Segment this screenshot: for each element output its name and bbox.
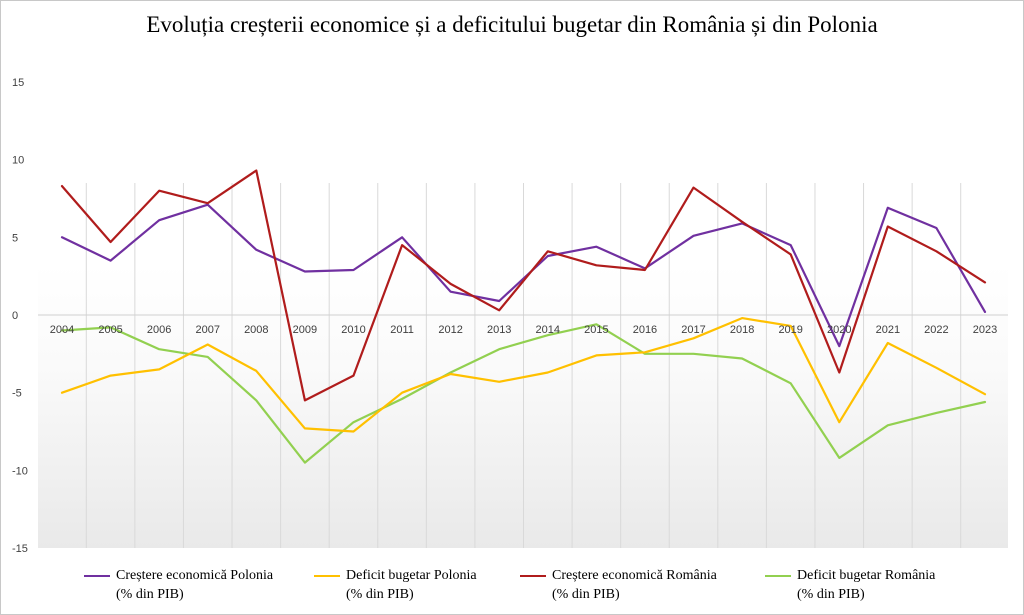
x-tick-label: 2010 bbox=[341, 324, 365, 336]
x-tick-label: 2017 bbox=[681, 324, 705, 336]
x-tick-label: 2005 bbox=[98, 324, 122, 336]
y-tick-label: -5 bbox=[12, 388, 22, 400]
legend-label: Creștere economică România (% din PIB) bbox=[552, 566, 717, 604]
x-tick-label: 2012 bbox=[438, 324, 462, 336]
series-line bbox=[60, 169, 987, 402]
legend-swatch bbox=[84, 575, 110, 577]
legend-label-line: Deficit bugetar România bbox=[797, 568, 936, 583]
legend-label-line: Deficit bugetar Polonia bbox=[346, 568, 477, 583]
legend-label-line: Creștere economică Polonia bbox=[116, 568, 274, 583]
x-tick-label: 2015 bbox=[584, 324, 608, 336]
x-tick-label: 2011 bbox=[390, 324, 414, 336]
legend-label-unit: (% din PIB) bbox=[797, 587, 865, 602]
y-tick-label: 0 bbox=[12, 310, 18, 322]
legend-swatch bbox=[520, 575, 546, 577]
legend-item: Creștere economică Polonia (% din PIB) bbox=[84, 566, 273, 604]
x-tick-label: 2004 bbox=[50, 324, 74, 336]
legend-label-unit: (% din PIB) bbox=[552, 587, 620, 602]
x-tick-label: 2008 bbox=[244, 324, 268, 336]
y-tick-label: -15 bbox=[12, 543, 28, 555]
legend-item: Deficit bugetar Polonia (% din PIB) bbox=[314, 566, 477, 604]
y-tick-label: 5 bbox=[12, 232, 18, 244]
x-tick-label: 2013 bbox=[487, 324, 511, 336]
x-tick-label: 2016 bbox=[633, 324, 657, 336]
x-tick-label: 2019 bbox=[778, 324, 802, 336]
series-line bbox=[60, 203, 987, 348]
x-tick-label: 2023 bbox=[973, 324, 997, 336]
x-tick-label: 2007 bbox=[195, 324, 219, 336]
y-tick-label: 10 bbox=[12, 155, 24, 167]
legend-swatch bbox=[314, 575, 340, 577]
x-tick-label: 2006 bbox=[147, 324, 171, 336]
legend-label: Deficit bugetar Polonia (% din PIB) bbox=[346, 566, 477, 604]
series-line bbox=[60, 323, 987, 464]
legend-label: Creștere economică Polonia (% din PIB) bbox=[116, 566, 273, 604]
x-tick-label: 2022 bbox=[924, 324, 948, 336]
x-tick-label: 2014 bbox=[536, 324, 560, 336]
x-tick-label: 2018 bbox=[730, 324, 754, 336]
y-tick-label: -10 bbox=[12, 465, 28, 477]
legend-item: Deficit bugetar România (% din PIB) bbox=[765, 566, 935, 604]
series-line bbox=[60, 317, 987, 433]
legend-swatch bbox=[765, 575, 791, 577]
chart-legend: Creștere economică Polonia (% din PIB) Def… bbox=[0, 566, 1024, 610]
legend-label-unit: (% din PIB) bbox=[346, 587, 414, 602]
legend-item: Creștere economică România (% din PIB) bbox=[520, 566, 717, 604]
legend-label: Deficit bugetar România (% din PIB) bbox=[797, 566, 935, 604]
y-tick-label: 15 bbox=[12, 77, 24, 89]
x-tick-label: 2009 bbox=[293, 324, 317, 336]
legend-label-unit: (% din PIB) bbox=[116, 587, 184, 602]
chart-title: Evoluția creșterii economice și a defici… bbox=[146, 12, 878, 37]
legend-label-line: Creștere economică România bbox=[552, 568, 717, 583]
x-tick-label: 2021 bbox=[876, 324, 900, 336]
x-tick-label: 2020 bbox=[827, 324, 851, 336]
